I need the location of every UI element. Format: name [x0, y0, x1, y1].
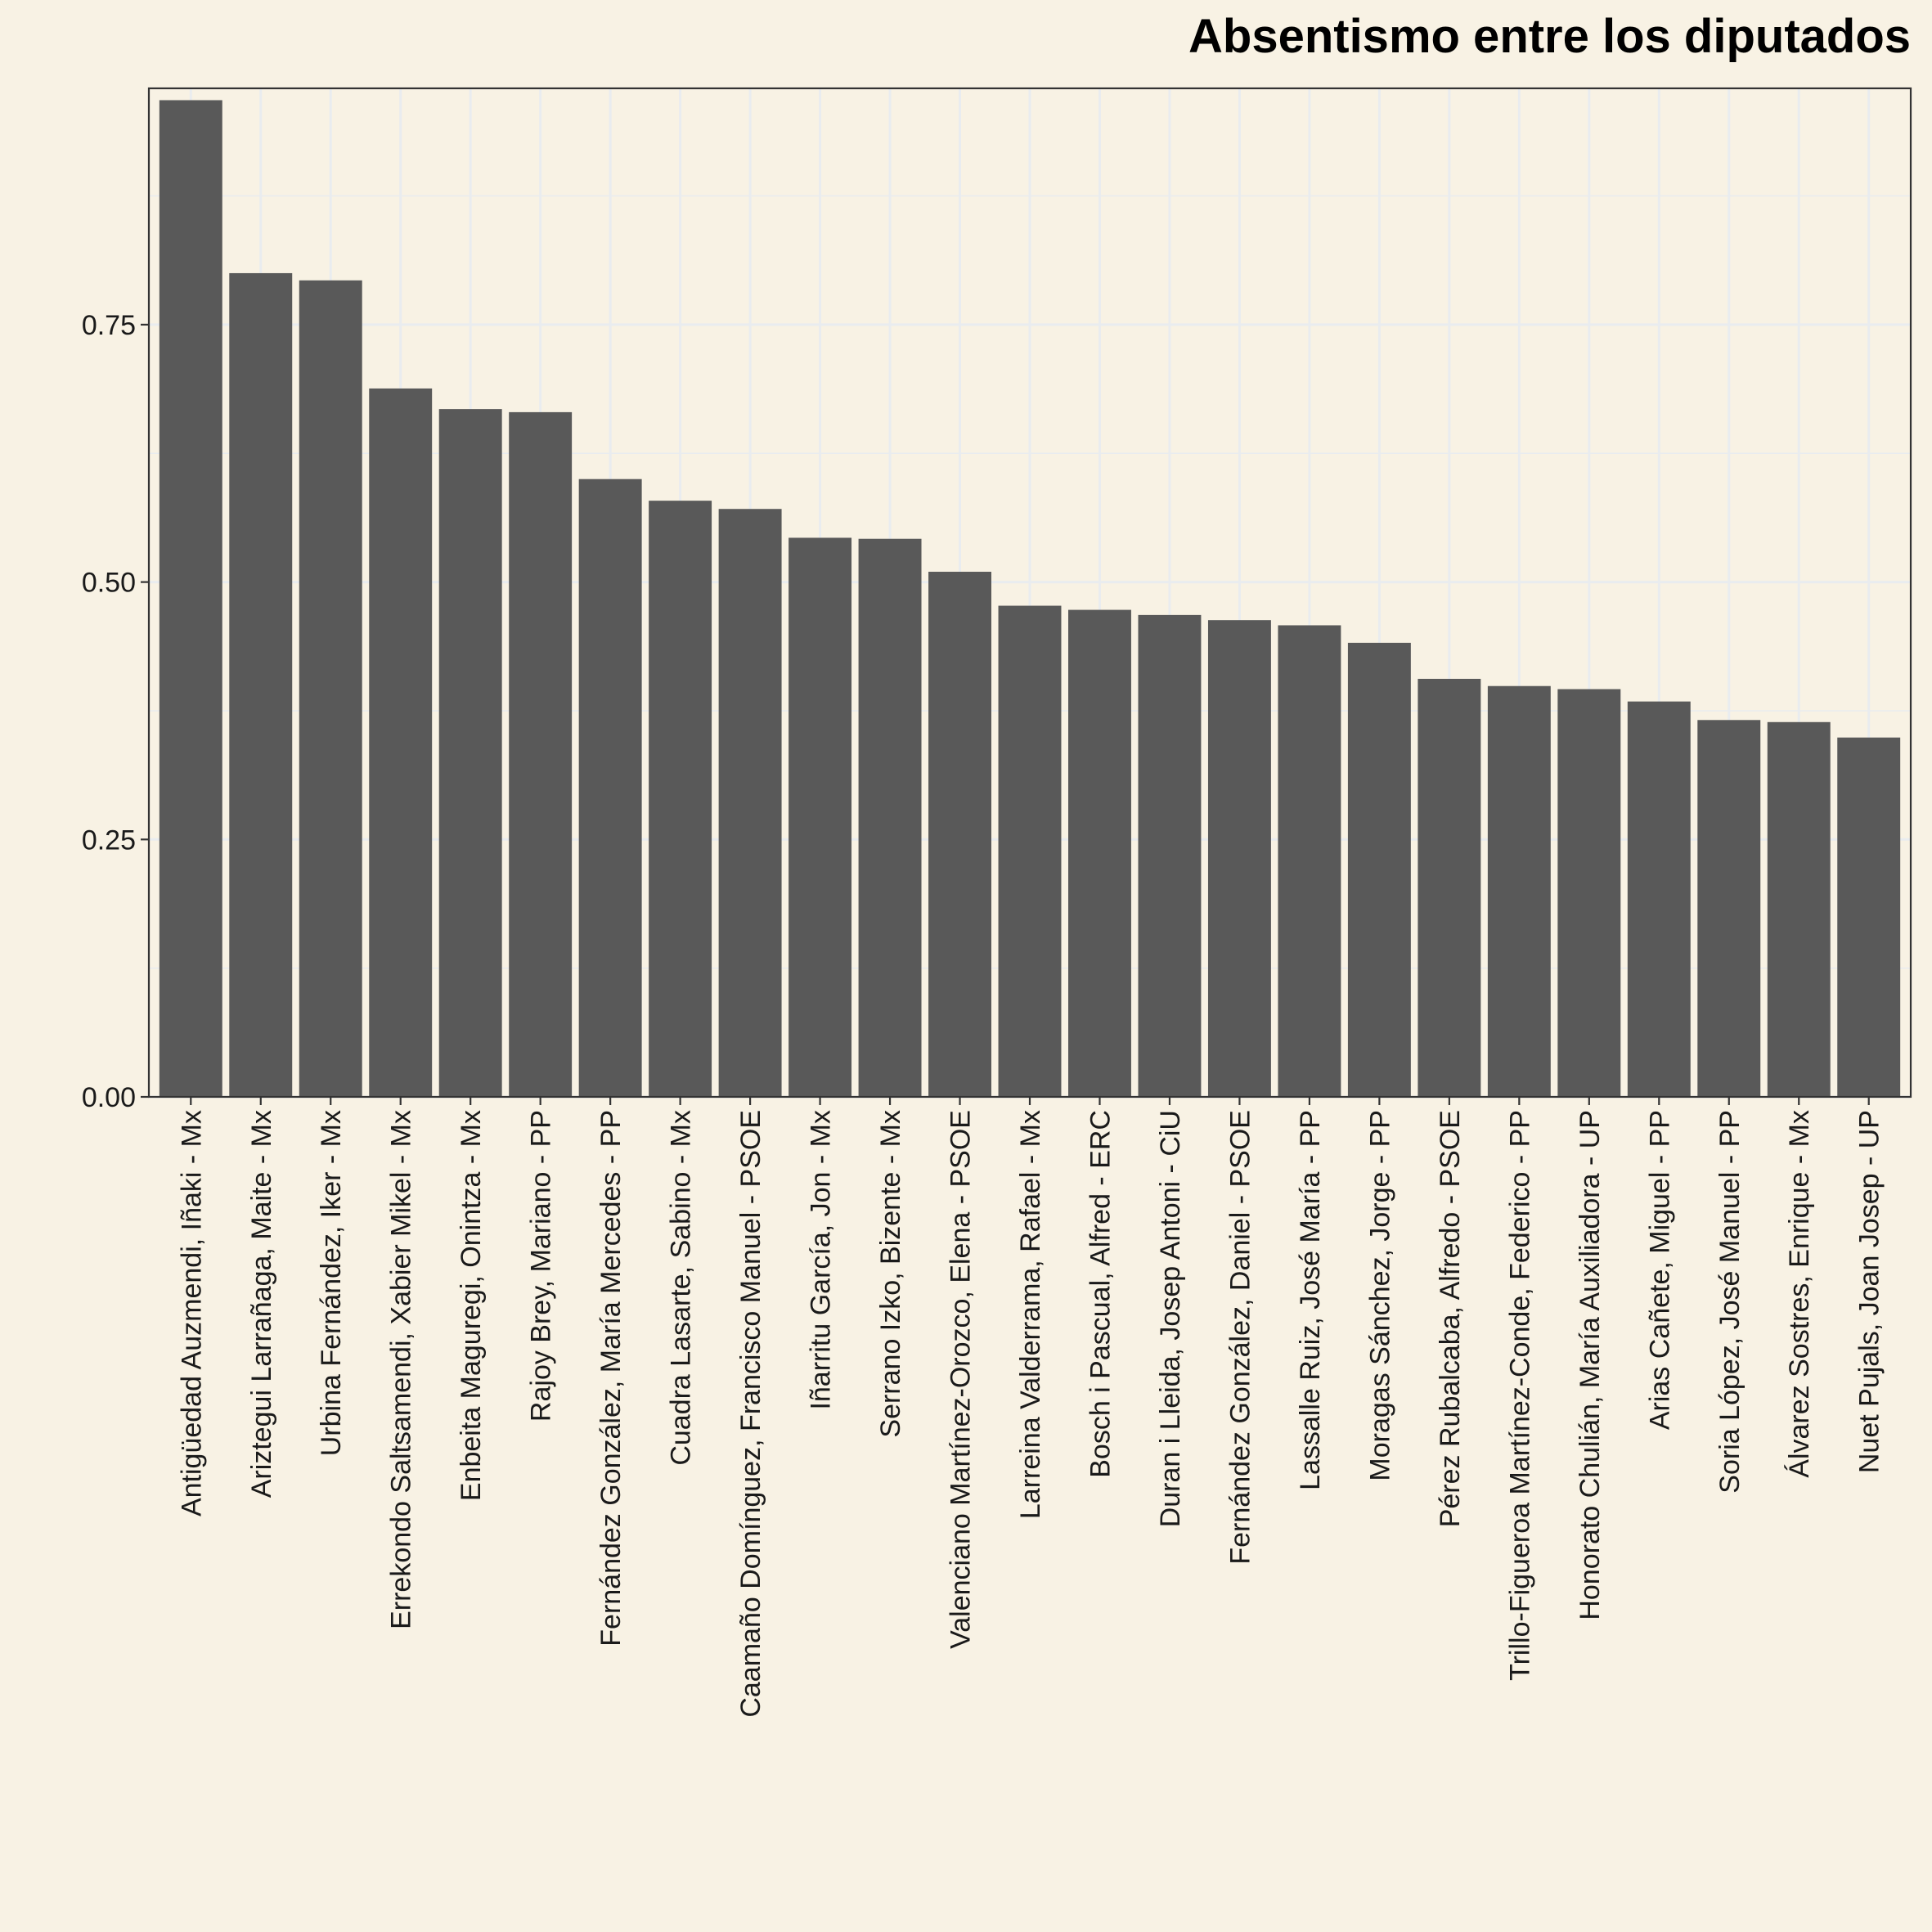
bar — [1278, 625, 1341, 1097]
x-tick-label: Arias Cañete, Miguel - PP — [1644, 1110, 1675, 1430]
bar — [509, 411, 573, 1097]
bar — [1557, 689, 1621, 1097]
bar — [1697, 720, 1761, 1097]
x-tick-label: Urbina Fernández, Iker - Mx — [316, 1110, 347, 1456]
x-tick-label: Valenciano Martínez-Orozco, Elena - PSOE — [946, 1110, 977, 1649]
bar — [578, 479, 642, 1097]
bar — [1627, 701, 1691, 1097]
bar — [928, 572, 991, 1097]
bar — [718, 509, 782, 1097]
y-tick-label: 0.00 — [82, 1082, 136, 1113]
x-tick-label: Enbeita Maguregi, Onintza - Mx — [456, 1110, 487, 1501]
x-tick-label: Fernández González, Daniel - PSOE — [1224, 1110, 1256, 1565]
x-tick-label: Larreina Valderrama, Rafael - Mx — [1015, 1110, 1046, 1519]
x-tick-label: Soria López, José Manuel - PP — [1714, 1110, 1746, 1494]
bar — [858, 538, 922, 1097]
x-tick-label: Lassalle Ruiz, José María - PP — [1295, 1110, 1326, 1490]
bar — [159, 100, 222, 1097]
bar — [299, 280, 362, 1098]
bar — [438, 409, 502, 1097]
bar — [1837, 737, 1901, 1097]
y-axis: 0.00 0.25 0.50 0.75 — [82, 310, 149, 1113]
x-tick-label: Serrano Izko, Bizente - Mx — [875, 1110, 906, 1438]
x-tick-label: Trillo-Figueroa Martínez-Conde, Federico… — [1504, 1110, 1535, 1681]
bar — [1767, 721, 1831, 1097]
bar — [998, 605, 1062, 1097]
x-tick-label: Honorato Chulián, María Auxiliadora - UP — [1575, 1110, 1606, 1620]
bars — [159, 100, 1901, 1098]
x-tick-label: Iñarritu García, Jon - Mx — [806, 1110, 837, 1410]
x-tick-label: Duran i Lleida, Josep Antoni - CiU — [1155, 1110, 1186, 1527]
y-tick-label: 0.25 — [82, 824, 136, 856]
bar — [229, 272, 293, 1098]
x-axis: Antigüedad Auzmendi, Iñaki - Mx Ariztegui… — [176, 1097, 1885, 1718]
x-tick-label: Fernández González, María Mercedes - PP — [595, 1110, 627, 1647]
x-tick-label: Caamaño Domínguez, Francisco Manuel - PS… — [735, 1110, 766, 1718]
bar — [1068, 609, 1131, 1097]
x-tick-label: Ariztegui Larrañaga, Maite - Mx — [246, 1110, 277, 1498]
x-tick-label: Rajoy Brey, Mariano - PP — [526, 1110, 557, 1422]
bar — [1487, 685, 1551, 1097]
bar — [369, 388, 433, 1098]
x-tick-label: Moragas Sánchez, Jorge - PP — [1364, 1110, 1395, 1481]
bar — [789, 537, 852, 1097]
x-tick-label: Bosch i Pascual, Alfred - ERC — [1085, 1110, 1116, 1478]
bar — [649, 501, 712, 1097]
x-tick-label: Errekondo Saltsamendi, Xabier Mikel - Mx — [386, 1110, 417, 1629]
x-tick-label: Antigüedad Auzmendi, Iñaki - Mx — [176, 1110, 207, 1516]
bar — [1347, 642, 1411, 1097]
bar — [1418, 678, 1481, 1097]
bar — [1207, 620, 1271, 1097]
x-tick-label: Nuet Pujals, Joan Josep - UP — [1854, 1110, 1885, 1473]
y-tick-label: 0.75 — [82, 310, 136, 341]
x-tick-label: Pérez Rubalcaba, Alfredo - PSOE — [1435, 1110, 1466, 1527]
bar — [1138, 614, 1202, 1097]
x-tick-label: Cuadra Lasarte, Sabino - Mx — [666, 1110, 697, 1466]
y-tick-label: 0.50 — [82, 568, 136, 599]
x-tick-label: Álvarez Sostres, Enrique - Mx — [1784, 1110, 1815, 1478]
chart-title: Absentismo entre los diputados — [1188, 10, 1911, 63]
